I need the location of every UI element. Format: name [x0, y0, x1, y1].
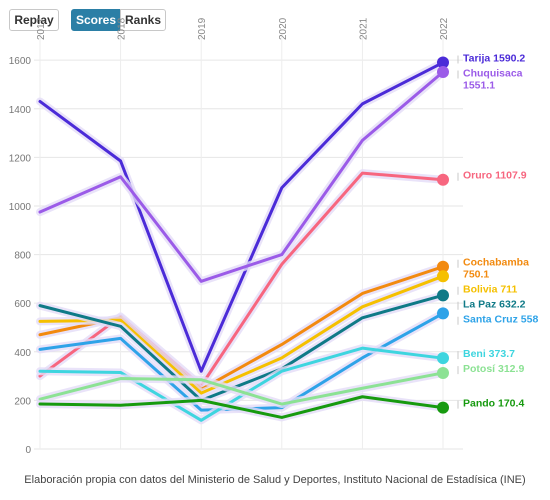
series-labels: Tarija 1590.2 Chuquisaca 1551.1 Oruro 1107.… [457, 53, 538, 410]
series-line [38, 70, 445, 283]
series-end-label-line: La Paz 632.2 [463, 299, 526, 311]
series-line [38, 371, 445, 406]
series-end-label-line: Chuquisaca [463, 68, 523, 80]
source-caption: Elaboración propia con datos del Ministe… [24, 474, 526, 486]
x-tick-label: 2017 [36, 17, 47, 40]
x-tick-label: 2019 [197, 17, 208, 40]
y-tick-label: 600 [14, 299, 31, 310]
y-tick-label: 1400 [9, 105, 32, 116]
series-end-label-line: Pando 170.4 [463, 398, 524, 410]
series-end-dot [437, 56, 449, 69]
series-end-label-line: Cochabamba [463, 257, 529, 269]
series-end-label: Cochabamba 750.1 [463, 257, 529, 281]
series-end-dot [437, 260, 449, 273]
series-end-dot [437, 366, 449, 379]
series-end-label: Santa Cruz 558 [463, 314, 538, 326]
series-end-label: La Paz 632.2 [463, 299, 526, 311]
series-lines [36, 56, 449, 425]
y-tick-label: 0 [25, 445, 31, 456]
y-tick-label: 1000 [9, 202, 32, 213]
series-end-label-line: Santa Cruz 558 [463, 314, 538, 326]
x-tick-label: 2021 [358, 17, 369, 40]
series-end-dot [437, 401, 449, 414]
series-end-dot [437, 307, 449, 320]
series-end-label: Beni 373.7 [463, 348, 515, 360]
y-tick-label: 200 [14, 396, 31, 407]
series-end-label-line: Beni 373.7 [463, 348, 515, 360]
y-tick-label: 1200 [9, 153, 32, 164]
series-end-dot [437, 173, 449, 186]
x-tick-label: 2018 [117, 17, 128, 40]
replay-button[interactable]: Replay [9, 9, 59, 31]
series-end-dot [437, 289, 449, 302]
x-tick-label: 2022 [439, 17, 450, 40]
series-line [38, 61, 445, 373]
series-end-label: Pando 170.4 [463, 398, 524, 410]
series-end-label: Bolivia 711 [463, 284, 517, 296]
scores-toggle-button[interactable]: Scores [71, 9, 121, 31]
grid [34, 34, 463, 450]
x-tick-label: 2020 [278, 17, 289, 40]
series-end-label: Potosí 312.9 [463, 363, 524, 375]
series-line [38, 395, 445, 419]
series-line [38, 293, 445, 402]
series-end-label: Oruro 1107.9 [463, 170, 527, 182]
x-axis: 2017 2018 2019 2020 2021 2022 [36, 17, 450, 40]
ranks-toggle-button[interactable]: Ranks [120, 9, 166, 31]
series-end-label: Tarija 1590.2 [463, 53, 525, 65]
series-end-label-line: Bolivia 711 [463, 284, 517, 296]
series-end-dot [437, 352, 449, 365]
y-tick-label: 1600 [9, 56, 32, 67]
series-end-label-line: 750.1 [463, 269, 489, 281]
series-end-dot [437, 66, 449, 79]
series-end-dot [437, 270, 449, 283]
series-end-label-line: 1551.1 [463, 80, 495, 92]
series-end-label-line: Potosí 312.9 [463, 363, 524, 375]
series-end-label-line: Oruro 1107.9 [463, 170, 527, 182]
y-axis: 0 200 400 600 800 1000 1200 1400 1600 [9, 56, 32, 456]
y-tick-label: 400 [14, 348, 31, 359]
series-end-label: Chuquisaca 1551.1 [463, 68, 523, 92]
y-tick-label: 800 [14, 251, 31, 262]
series-end-label-line: Tarija 1590.2 [463, 53, 525, 65]
